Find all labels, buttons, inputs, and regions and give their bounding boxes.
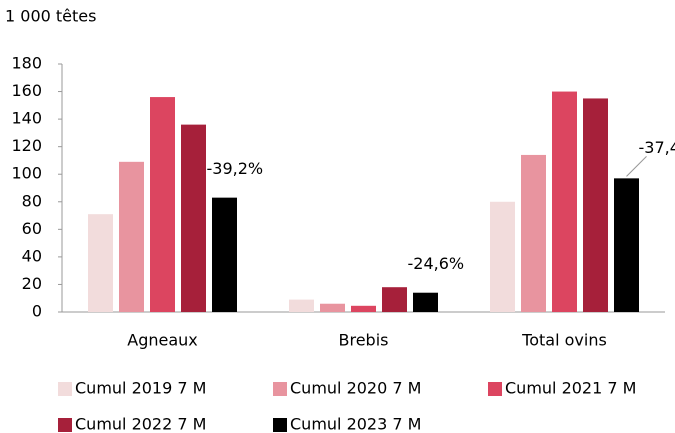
- legend-swatch: [273, 418, 287, 432]
- x-tick-label: Total ovins: [521, 331, 607, 350]
- y-axis-label: 1 000 têtes: [5, 7, 96, 26]
- legend-swatch: [273, 382, 287, 396]
- legend-swatch: [488, 382, 502, 396]
- y-tick-label: 80: [22, 191, 42, 210]
- bar: [413, 292, 438, 312]
- y-tick-label: 160: [11, 81, 42, 100]
- bar: [490, 201, 515, 312]
- y-tick-label: 140: [11, 109, 42, 128]
- bar: [320, 303, 345, 312]
- x-tick-label: Brebis: [339, 331, 389, 350]
- y-tick-label: 120: [11, 136, 42, 155]
- bar: [150, 97, 175, 312]
- y-tick-label: 180: [11, 54, 42, 73]
- bar: [351, 305, 376, 312]
- annotation: -24,6%: [408, 254, 465, 273]
- bar: [552, 91, 577, 312]
- y-tick-label: 20: [22, 274, 42, 293]
- bar: [521, 154, 546, 312]
- legend-label: Cumul 2021 7 M: [505, 379, 636, 398]
- legend-label: Cumul 2019 7 M: [75, 379, 206, 398]
- bar: [382, 287, 407, 312]
- bar: [289, 299, 314, 312]
- y-tick-label: 40: [22, 246, 42, 265]
- bar: [88, 214, 113, 312]
- legend-label: Cumul 2022 7 M: [75, 415, 206, 433]
- legend-swatch: [58, 418, 72, 432]
- bar: [119, 161, 144, 312]
- legend-label: Cumul 2020 7 M: [290, 379, 421, 398]
- annotation: -39,2%: [207, 159, 264, 178]
- bar: [614, 178, 639, 312]
- annotation: -37,4%: [639, 138, 675, 157]
- bar: [212, 197, 237, 312]
- x-tick-label: Agneaux: [127, 331, 198, 350]
- y-tick-label: 0: [32, 302, 42, 321]
- bar: [583, 98, 608, 312]
- annotation-leader: [626, 156, 647, 177]
- y-tick-label: 60: [22, 219, 42, 238]
- y-tick-label: 100: [11, 164, 42, 183]
- legend-label: Cumul 2023 7 M: [290, 415, 421, 433]
- legend-swatch: [58, 382, 72, 396]
- bar: [181, 124, 206, 312]
